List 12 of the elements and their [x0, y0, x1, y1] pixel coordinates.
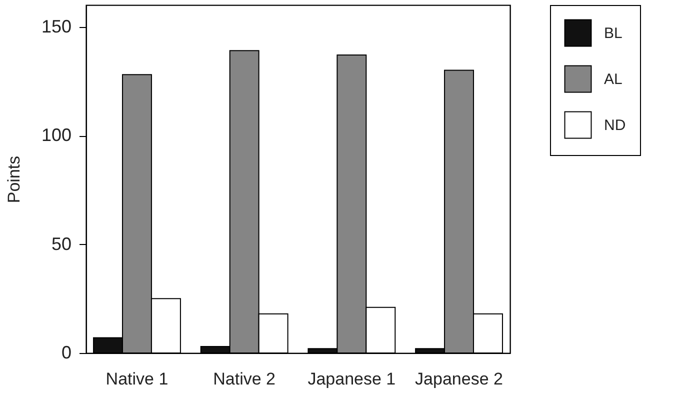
x-tick-label: Native 1	[106, 370, 168, 388]
legend-label: ND	[604, 117, 626, 134]
legend-label: BL	[604, 25, 622, 42]
x-tick-label: Japanese 1	[308, 370, 396, 388]
y-axis-title: Points	[4, 156, 24, 204]
x-tick-label: Japanese 2	[415, 370, 503, 388]
y-tick-label: 100	[41, 125, 72, 145]
legend-label: AL	[604, 71, 622, 88]
x-tick-label: Native 2	[213, 370, 276, 388]
y-tick-label: 50	[51, 234, 72, 254]
y-tick-label: 150	[41, 16, 72, 36]
y-tick-label: 0	[61, 342, 72, 362]
